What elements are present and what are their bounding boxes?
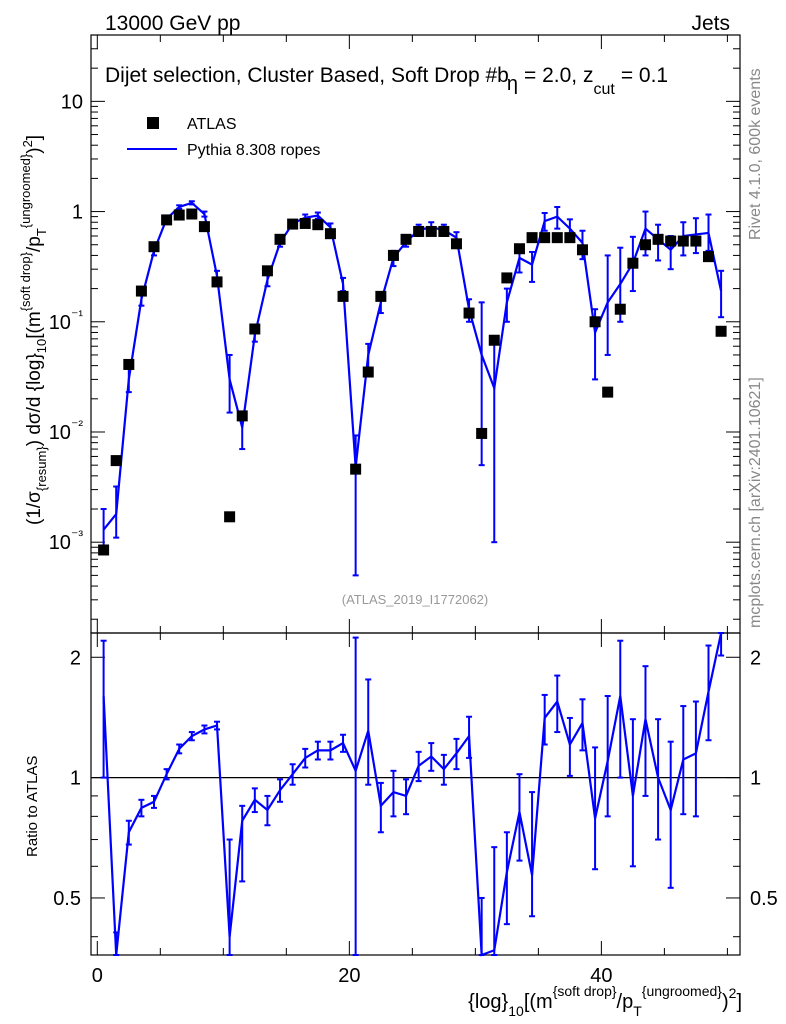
- atlas-marker: [135, 285, 147, 297]
- ratio-y-tick-label-right: 0.5: [750, 888, 778, 910]
- analysis-id: (ATLAS_2019_I1772062): [342, 592, 488, 607]
- atlas-marker: [110, 455, 122, 467]
- atlas-marker: [702, 251, 714, 263]
- main-y-tick-label: 10⁻²: [49, 417, 84, 444]
- atlas-marker: [324, 228, 336, 240]
- selection-title: Dijet selection, Cluster Based, Soft Dro…: [105, 64, 668, 98]
- atlas-marker: [98, 544, 110, 556]
- ratio-panel-frame: [90, 632, 741, 956]
- atlas-marker: [287, 218, 299, 230]
- atlas-marker: [312, 219, 324, 231]
- atlas-marker: [198, 221, 210, 233]
- category-label: Jets: [691, 12, 730, 35]
- atlas-marker: [236, 410, 248, 422]
- atlas-marker: [576, 244, 588, 256]
- atlas-marker: [413, 225, 425, 237]
- x-tick-label: 40: [590, 965, 612, 987]
- atlas-marker: [602, 386, 614, 398]
- atlas-marker: [425, 225, 437, 237]
- atlas-marker: [274, 233, 286, 245]
- atlas-marker: [337, 290, 349, 302]
- ratio-y-tick-label-right: 1: [750, 768, 761, 790]
- legend-mc-label: Pythia 8.308 ropes: [187, 142, 320, 159]
- legend-data-label: ATLAS: [187, 116, 237, 133]
- x-tick-label: 0: [92, 965, 103, 987]
- atlas-marker: [350, 463, 362, 475]
- atlas-marker: [299, 217, 311, 229]
- atlas-marker: [652, 233, 664, 245]
- ratio-ylabel: Ratio to ATLAS: [24, 756, 41, 857]
- atlas-marker: [186, 208, 198, 220]
- atlas-marker: [627, 257, 639, 269]
- atlas-marker: [539, 232, 551, 244]
- atlas-marker: [463, 307, 475, 319]
- atlas-marker: [161, 214, 173, 226]
- atlas-marker: [438, 225, 450, 237]
- main-y-tick-label: 10: [61, 91, 83, 113]
- atlas-marker: [450, 238, 462, 250]
- beta-symbol: η: [507, 73, 518, 95]
- atlas-marker: [375, 290, 387, 302]
- atlas-marker: [715, 325, 727, 337]
- energy-label: 13000 GeV pp: [105, 12, 240, 35]
- ratio-y-tick-label: 2: [70, 647, 81, 669]
- atlas-marker: [173, 209, 185, 221]
- mc-line: [102, 201, 723, 531]
- ratio-y-tick-label-right: 2: [750, 647, 761, 669]
- legend-data-marker: [147, 117, 159, 129]
- atlas-marker: [387, 249, 399, 261]
- atlas-marker: [639, 239, 651, 251]
- rivet-label: Rivet 4.1.0, 600k events: [747, 68, 764, 240]
- atlas-marker: [123, 358, 135, 370]
- atlas-marker: [476, 427, 488, 439]
- atlas-marker: [526, 232, 538, 244]
- atlas-marker: [400, 233, 412, 245]
- atlas-marker: [589, 316, 601, 328]
- zcut-value: = 0.1: [621, 64, 668, 87]
- atlas-marker: [614, 303, 626, 315]
- atlas-marker: [148, 241, 160, 253]
- mcplots-label: mcplots.cern.ch [arXiv:2401.10621]: [747, 377, 764, 628]
- atlas-marker: [665, 235, 677, 247]
- atlas-marker: [690, 235, 702, 247]
- atlas-marker: [224, 511, 236, 523]
- beta-value: = 2.0, z: [524, 64, 593, 87]
- ratio-y-tick-label: 1: [70, 768, 81, 790]
- atlas-marker: [488, 334, 500, 346]
- main-y-tick-label: 10⁻¹: [49, 307, 84, 334]
- x-tick-label: 20: [338, 965, 360, 987]
- ratio-data-layer: [100, 632, 725, 957]
- atlas-marker: [211, 276, 223, 288]
- main-y-tick-label: 10⁻³: [49, 527, 84, 554]
- atlas-marker: [513, 243, 525, 255]
- atlas-marker: [677, 235, 689, 247]
- main-ylabel: (1/σ{resum}) dσ/d {log}10[(m{soft drop}/…: [18, 135, 49, 525]
- ratio-y-tick-label: 0.5: [53, 888, 81, 910]
- axes-layer: 0 20 40 10⁻³ 10⁻² 10⁻¹ 1 10 0.5 0.5 1 1 2 2: [49, 34, 778, 987]
- x-axis-label: {log}10[(m{soft drop}/pT{ungroomed})2]: [468, 983, 742, 1019]
- atlas-marker: [501, 272, 513, 284]
- main-y-tick-label: 1: [72, 202, 83, 224]
- atlas-marker: [551, 232, 563, 244]
- selection-text: Dijet selection, Cluster Based, Soft Dro…: [105, 64, 509, 87]
- atlas-marker: [261, 265, 273, 277]
- atlas-marker: [564, 232, 576, 244]
- atlas-marker: [362, 366, 374, 378]
- main-data-layer: [98, 200, 727, 577]
- zcut-sub: cut: [593, 81, 615, 98]
- atlas-marker: [249, 323, 261, 335]
- ratio-line: [102, 632, 723, 957]
